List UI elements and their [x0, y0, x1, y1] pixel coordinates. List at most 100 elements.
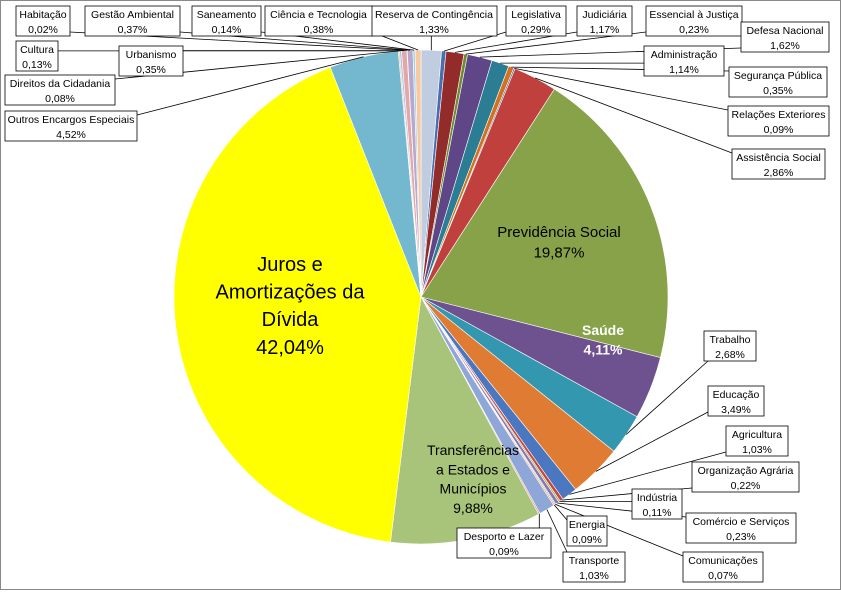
callout-box: [643, 45, 725, 77]
callout-agricultura: Agricultura 1,03%: [725, 425, 789, 457]
callout-value: 1,17%: [590, 24, 620, 36]
slice-value-label: 19,87%: [534, 245, 585, 262]
callout-gestao-ambiental: Gestão Ambiental 0,37%: [84, 5, 181, 37]
callout-box: [727, 105, 830, 137]
callout-label: Direitos da Cidadania: [10, 78, 111, 90]
callout-box: [118, 45, 184, 77]
callout-value: 0,37%: [118, 24, 148, 36]
callout-value: 4,52%: [56, 129, 86, 141]
callout-box: [645, 5, 743, 37]
callout-label: Assistência Social: [736, 152, 821, 164]
callout-box: [682, 551, 764, 583]
callout-value: 2,68%: [715, 349, 745, 361]
slice-juros-e-amortizacoes-da-divida: [173, 66, 422, 543]
callout-box: [456, 527, 552, 559]
callout-label: Ciência e Tecnologia: [270, 9, 367, 21]
slice-category-label: Saúde: [582, 322, 624, 338]
callout-value: 0,38%: [304, 24, 334, 36]
callout-box: [4, 74, 116, 106]
callout-box: [728, 66, 828, 98]
callout-label: Gestão Ambiental: [91, 9, 174, 21]
callout-administracao: Administração 1,14%: [643, 45, 725, 77]
callout-value: 1,03%: [579, 570, 609, 582]
callout-box: [370, 5, 498, 37]
callout-comercio-e-servicos: Comércio e Serviços 0,23%: [685, 512, 797, 544]
callout-value: 1,03%: [742, 444, 772, 456]
callout-value: 0,07%: [708, 570, 738, 582]
slice-value-label: 4,11%: [584, 341, 623, 357]
callout-energia: Energia 0,09%: [566, 515, 608, 547]
callout-relacoes-exteriores: Relações Exteriores 0,09%: [727, 105, 830, 137]
callout-box: [562, 551, 626, 583]
callout-value: 3,49%: [721, 404, 751, 416]
callout-label: Administração: [651, 49, 718, 61]
callout-value: 0,13%: [22, 59, 52, 71]
slice-category-label: Amortizações da: [216, 282, 366, 304]
callout-label: Transporte: [569, 555, 620, 567]
leader-line-educacao: [595, 411, 709, 472]
callout-label: Educação: [713, 389, 760, 401]
callout-box: [685, 512, 797, 544]
leader-line-assistencia-social: [535, 77, 733, 154]
leader-line-outros-encargos-especiais: [136, 56, 364, 116]
callout-value: 0,08%: [45, 93, 75, 105]
callout-comunicacoes: Comunicações 0,07%: [682, 551, 764, 583]
callout-label: Trabalho: [709, 334, 750, 346]
callout-value: 0,23%: [679, 24, 709, 36]
callout-box: [631, 488, 683, 520]
callout-label: Essencial à Justiça: [649, 9, 738, 21]
callout-urbanismo: Urbanismo 0,35%: [118, 45, 184, 77]
callout-box: [576, 5, 633, 37]
callout-value: 1,14%: [669, 64, 699, 76]
callout-box: [4, 110, 138, 142]
callout-box: [84, 5, 181, 37]
callout-box: [691, 461, 800, 493]
callout-box: [731, 148, 826, 180]
callout-box: [725, 425, 789, 457]
callout-industria: Indústria 0,11%: [631, 488, 683, 520]
callout-habitacao: Habitação 0,02%: [15, 5, 71, 37]
callout-value: 0,35%: [763, 85, 793, 97]
callout-label: Habitação: [19, 9, 66, 21]
labels-group: Reserva de Contingência 1,33% Legislativa 0…: [4, 5, 830, 583]
callout-transporte: Transporte 1,03%: [562, 551, 626, 583]
callout-value: 1,62%: [770, 40, 800, 52]
callout-label: Organização Agrária: [698, 465, 794, 477]
callout-judiciaria: Judiciária 1,17%: [576, 5, 633, 37]
slice-category-label: Juros e: [257, 254, 323, 276]
callout-label: Desporto e Lazer: [464, 531, 545, 543]
callout-organizacao-agraria: Organização Agrária 0,22%: [691, 461, 800, 493]
callout-value: 0,02%: [28, 24, 58, 36]
slices-group: [173, 49, 669, 545]
leader-line-trabalho: [625, 360, 709, 435]
leader-line-agricultura: [569, 451, 727, 495]
callout-label: Legislativa: [511, 9, 561, 21]
callout-label: Comércio e Serviços: [693, 516, 790, 528]
callout-ciencia-e-tecnologia: Ciência e Tecnologia 0,38%: [264, 5, 373, 37]
leader-line-relacoes-exteriores: [514, 68, 729, 111]
callout-label: Cultura: [20, 44, 54, 56]
callout-label: Indústria: [637, 492, 677, 504]
callout-box: [707, 385, 765, 417]
callout-saneamento: Saneamento 0,14%: [191, 5, 262, 37]
callout-box: [740, 21, 830, 53]
callout-assistencia-social: Assistência Social 2,86%: [731, 148, 826, 180]
callout-value: 0,29%: [521, 24, 551, 36]
callout-defesa-nacional: Defesa Nacional 1,62%: [740, 21, 830, 53]
callout-label: Saneamento: [197, 9, 257, 21]
callout-reserva-de-contingencia: Reserva de Contingência 1,33%: [370, 5, 498, 37]
callout-value: 0,23%: [726, 531, 756, 543]
slice-category-label: Previdência Social: [497, 224, 620, 241]
callout-value: 0,14%: [212, 24, 242, 36]
callout-direitos-da-cidadania: Direitos da Cidadania 0,08%: [4, 74, 116, 106]
slice-category-label: a Estados e: [436, 461, 510, 477]
callout-label: Segurança Pública: [734, 70, 822, 82]
callout-educacao: Educação 3,49%: [707, 385, 765, 417]
callout-label: Reserva de Contingência: [375, 9, 493, 21]
callout-label: Comunicações: [688, 555, 757, 567]
slice-value-label: 42,04%: [256, 337, 324, 359]
callout-cultura: Cultura 0,13%: [15, 40, 59, 72]
slice-category-label: Dívida: [262, 309, 320, 331]
callout-box: [566, 515, 608, 547]
